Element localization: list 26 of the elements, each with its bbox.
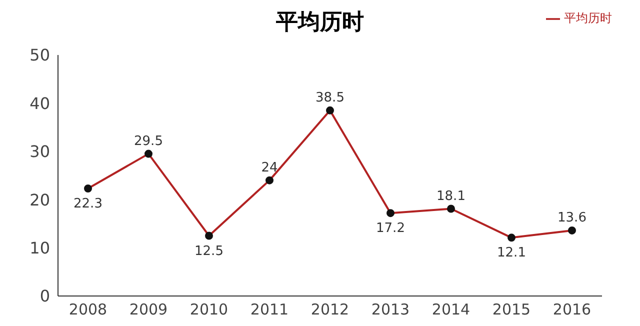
chart-title: 平均历时	[276, 10, 364, 35]
x-tick-label: 2016	[552, 300, 592, 319]
data-label: 38.5	[316, 90, 344, 106]
data-label: 22.3	[74, 196, 102, 212]
y-tick-label: 20	[30, 190, 50, 210]
x-tick-label: 2015	[492, 300, 531, 319]
y-tick-label: 40	[30, 94, 50, 113]
data-label: 17.2	[376, 221, 405, 236]
data-label: 13.6	[558, 210, 586, 226]
x-tick-label: 2012	[310, 300, 350, 319]
x-tick-label: 2010	[190, 300, 228, 319]
y-tick-label: 10	[30, 238, 50, 258]
x-tick-label: 2009	[129, 300, 168, 319]
x-tick-label: 2008	[68, 300, 108, 319]
data-label: 12.5	[194, 244, 224, 259]
legend-label: 平均历时	[564, 11, 612, 25]
x-tick-label: 2011	[250, 300, 289, 319]
y-tick-label: 50	[30, 46, 50, 65]
x-tick-label: 2013	[371, 300, 410, 319]
data-label: 12.1	[497, 246, 526, 261]
y-tick-label: 30	[30, 142, 50, 162]
data-label: 29.5	[134, 134, 163, 149]
y-tick-label: 0	[40, 286, 50, 306]
data-label: 24	[261, 160, 278, 176]
x-tick-label: 2014	[432, 300, 470, 319]
data-label: 18.1	[436, 188, 466, 204]
